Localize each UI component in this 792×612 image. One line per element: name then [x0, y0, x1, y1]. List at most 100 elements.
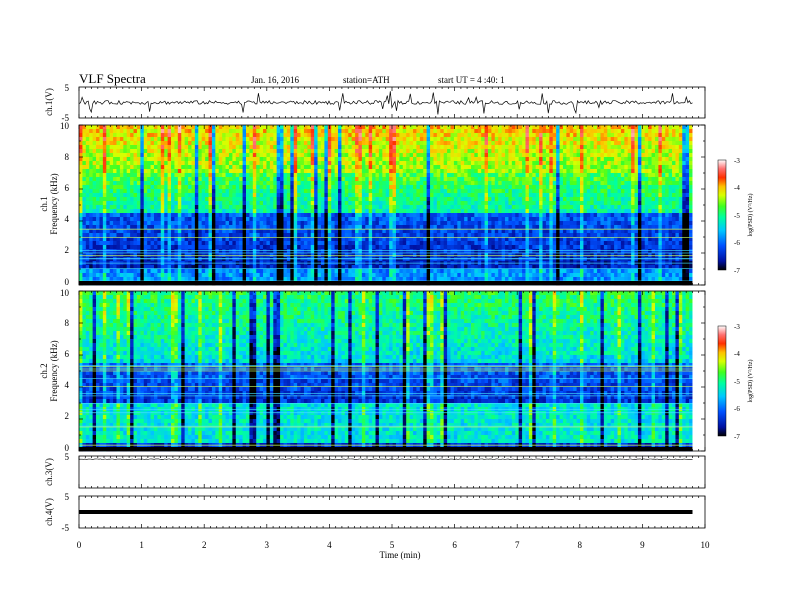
spectrogram-cell	[522, 133, 526, 138]
spectrogram-cell	[484, 181, 489, 186]
spectrogram-cell	[447, 145, 451, 150]
spectrogram-cell	[119, 133, 124, 138]
spectrogram-cell	[610, 133, 615, 138]
spectrogram-cell	[556, 149, 560, 154]
spectrogram-cell	[140, 221, 145, 226]
spectrogram-cell	[198, 133, 203, 138]
spectrogram-cell	[470, 125, 475, 130]
spectrogram-cell	[460, 213, 465, 218]
spectrogram-cell	[528, 157, 533, 162]
spectrogram-cell	[624, 225, 629, 230]
spectrogram-cell	[150, 193, 155, 198]
spectrogram-cell	[143, 189, 148, 194]
spectrogram-cell	[92, 145, 97, 150]
spectrogram-cell	[324, 149, 329, 154]
spectrogram-cell	[317, 229, 322, 234]
spectrogram-cell	[395, 137, 400, 142]
spectrogram-cell	[242, 185, 247, 190]
spectrogram-cell	[324, 229, 329, 234]
spectrogram-cell	[177, 213, 182, 218]
spectrogram-cell	[378, 229, 383, 234]
spectrogram-cell	[85, 173, 90, 178]
spectrogram-cell	[266, 125, 271, 130]
spectrogram-cell	[273, 161, 278, 166]
spectrogram-cell	[331, 157, 336, 162]
spectrogram-cell	[518, 217, 523, 222]
spectrogram-cell	[259, 217, 264, 222]
spectrogram-cell	[487, 165, 492, 170]
spectrogram-cell	[569, 153, 574, 158]
spectrogram-cell	[235, 161, 240, 166]
spectrogram-cell	[580, 193, 584, 198]
spectrogram-cell	[188, 213, 192, 218]
spectrogram-cell	[464, 129, 468, 134]
spectrogram-cell	[542, 145, 547, 150]
spectrogram-cell	[164, 233, 169, 238]
spectrogram-cell	[576, 217, 581, 222]
spectrogram-cell	[654, 205, 659, 210]
spectrogram-cell	[375, 181, 380, 186]
spectrogram-cell	[283, 217, 288, 222]
spectrogram-cell	[307, 125, 312, 130]
spectrogram-cell	[341, 157, 346, 162]
spectrogram-cell	[552, 201, 557, 206]
spectrogram-cell	[648, 133, 652, 138]
spectrogram-cell	[644, 165, 649, 170]
spectrogram-cell	[82, 193, 87, 198]
spectrogram-cell	[593, 177, 598, 182]
spectrogram-cell	[430, 161, 434, 166]
spectrogram-cell	[511, 185, 516, 190]
spectrogram-cell	[474, 169, 479, 174]
spectrogram-cell	[419, 217, 424, 222]
spectrogram-cell	[102, 161, 107, 166]
spectrogram-cell	[672, 213, 676, 218]
spectrogram-cell	[276, 209, 281, 214]
spectrogram-cell	[160, 181, 165, 186]
spectrogram-cell	[222, 153, 226, 158]
spectrogram-cell	[675, 137, 680, 142]
spectrogram-cell	[614, 153, 618, 158]
spectrogram-cell	[324, 201, 329, 206]
spectrogram-cell	[382, 185, 387, 190]
spectrogram-cell	[614, 173, 618, 178]
spectrogram-cell	[368, 165, 373, 170]
spectrogram-cell	[79, 213, 83, 218]
spectrogram-cell	[443, 161, 448, 166]
spectrogram-cell	[79, 197, 83, 202]
spectrogram-cell	[566, 157, 571, 162]
spectrogram-cell	[174, 133, 179, 138]
spectrogram-cell	[689, 177, 693, 182]
spectrogram-cell	[191, 133, 196, 138]
spectrogram-cell	[341, 173, 346, 178]
spectrogram-cell	[382, 133, 387, 138]
spectrogram-cell	[682, 221, 687, 226]
spectrogram-cell	[607, 193, 612, 198]
spectrogram-cell	[409, 181, 414, 186]
spectrogram-cell	[99, 233, 104, 238]
spectrogram-cell	[184, 209, 189, 214]
spectrogram-cell	[406, 233, 410, 238]
spectrogram-cell	[491, 197, 496, 202]
spectrogram-cell	[123, 169, 128, 174]
spectrogram-cell	[188, 173, 192, 178]
spectrogram-cell	[181, 133, 186, 138]
spectrogram-cell	[593, 193, 598, 198]
spectrogram-cell	[320, 141, 325, 146]
spectrogram-cell	[96, 209, 100, 214]
spectrogram-cell	[365, 169, 370, 174]
spectrogram-cell	[290, 129, 295, 134]
spectrogram-cell	[689, 165, 693, 170]
spectrogram-cell	[300, 229, 305, 234]
spectrogram-cell	[528, 217, 533, 222]
spectrogram-cell	[361, 133, 366, 138]
spectrogram-cell	[416, 165, 421, 170]
spectrogram-cell	[392, 161, 397, 166]
spectrogram-cell	[263, 185, 267, 190]
spectrogram-cell	[447, 181, 451, 186]
spectrogram-cell	[218, 129, 223, 134]
spectrogram-cell	[205, 141, 209, 146]
spectrogram-cell	[423, 149, 428, 154]
spectrogram-cell	[215, 201, 220, 206]
spectrogram-cell	[648, 129, 652, 134]
spectrogram-cell	[617, 133, 622, 138]
